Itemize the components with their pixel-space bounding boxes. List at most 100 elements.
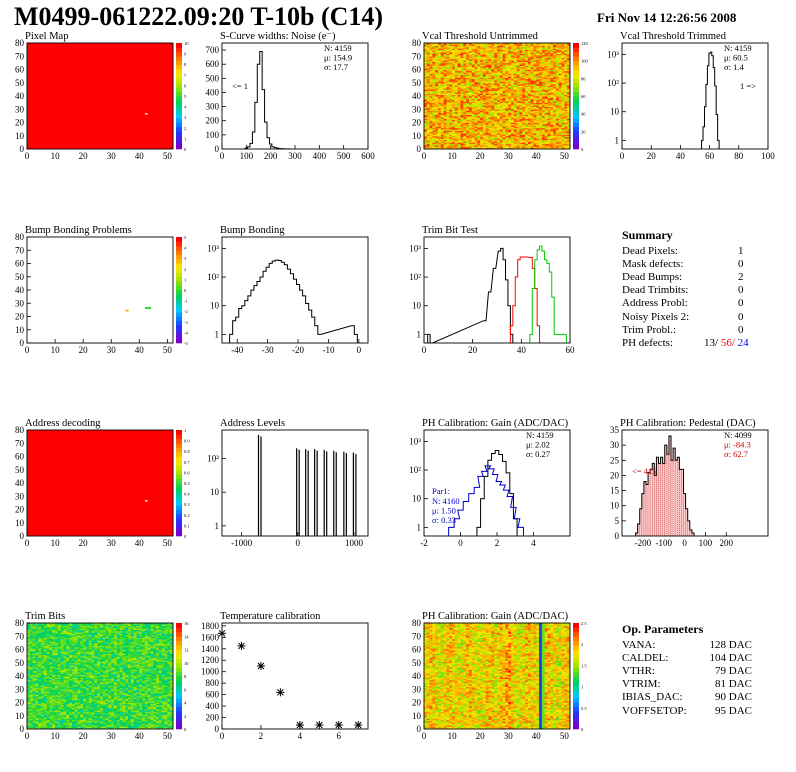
heatmap-cell xyxy=(432,121,436,123)
heatmap-cell xyxy=(477,103,481,106)
heatmap-cell xyxy=(480,69,484,72)
heatmap-cell xyxy=(432,97,436,100)
heatmap-cell xyxy=(29,641,34,644)
heatmap-cell xyxy=(471,125,475,127)
heatmap-cell xyxy=(544,143,548,146)
heatmap-cell xyxy=(513,99,518,102)
heatmap-cell xyxy=(471,133,475,135)
heatmap-cell xyxy=(494,133,498,135)
heatmap-cell xyxy=(443,78,447,81)
heatmap-cell xyxy=(561,60,565,62)
heatmap-cell xyxy=(466,143,470,146)
heatmap-cells xyxy=(27,43,173,149)
heatmap-cell xyxy=(502,97,506,100)
heatmap-cell xyxy=(468,119,473,122)
heatmap-cell xyxy=(466,81,470,84)
heatmap-cell xyxy=(466,72,470,74)
heatmap-cell xyxy=(440,107,445,110)
heatmap-cell xyxy=(452,78,456,81)
heatmap-cell xyxy=(564,106,568,109)
heatmap-cell xyxy=(525,81,529,84)
palette-tick-label: -4 xyxy=(184,330,188,335)
heatmap-cell xyxy=(488,111,492,114)
heatmap-cell xyxy=(497,135,501,138)
heatmap-cell xyxy=(471,102,475,105)
heatmap-cell xyxy=(457,56,461,58)
y-tick-label: 1 xyxy=(215,329,220,339)
heatmap-cell xyxy=(460,125,464,127)
heatmap-cell xyxy=(550,142,554,145)
heatmap-cell xyxy=(435,110,439,113)
heatmap-cell xyxy=(505,93,509,96)
palette-swatch xyxy=(176,91,182,97)
palette-tick-label: 0.9 xyxy=(184,439,190,444)
heatmap-cell xyxy=(558,52,562,54)
heatmap-cell xyxy=(491,107,495,110)
heatmap-cell xyxy=(477,88,481,90)
heatmap-cell xyxy=(544,96,548,98)
heatmap-cell xyxy=(446,44,450,47)
heatmap-cell xyxy=(32,653,36,656)
heatmap-cell xyxy=(429,89,433,92)
heatmap-cell xyxy=(533,69,537,72)
heatmap-cell xyxy=(477,119,481,122)
heatmap-cell xyxy=(460,118,464,121)
heatmap-cell xyxy=(474,74,478,77)
heatmap-cell xyxy=(488,98,492,101)
heatmap-cell xyxy=(480,101,484,104)
heatmap-cell xyxy=(446,131,450,134)
heatmap-cell xyxy=(471,86,475,89)
heatmap-cell xyxy=(527,48,532,51)
heatmap-cell xyxy=(553,64,557,66)
heatmap-cell xyxy=(522,147,526,149)
heatmap-cell xyxy=(482,74,487,77)
heatmap-cell xyxy=(550,107,554,110)
heatmap-cell xyxy=(440,50,445,53)
heatmap-cell xyxy=(466,107,470,110)
heatmap-cell xyxy=(463,48,467,51)
heatmap-cell xyxy=(429,127,433,130)
heatmap-cell xyxy=(558,119,562,122)
heatmap-cell xyxy=(547,45,551,48)
heatmap-cell xyxy=(533,53,537,56)
heatmap-cell xyxy=(508,70,512,73)
heatmap-cell xyxy=(474,88,478,90)
heatmap-cell xyxy=(558,50,562,53)
heatmap-cell xyxy=(511,147,515,149)
heatmap-cell xyxy=(491,123,495,126)
heatmap-cell xyxy=(494,139,498,142)
heatmap-cell xyxy=(544,93,548,96)
heatmap-cell xyxy=(530,131,534,134)
heatmap-cell xyxy=(516,52,520,54)
x-tick-label: 0 xyxy=(25,538,30,548)
heatmap-cell xyxy=(553,89,557,92)
heatmap-cell xyxy=(454,80,459,82)
heatmap-cell xyxy=(424,45,428,48)
heatmap-cell xyxy=(516,82,520,85)
heatmap-cell xyxy=(567,60,570,62)
heatmap-cell xyxy=(555,81,560,84)
heatmap-cell xyxy=(429,70,433,73)
heatmap-cell xyxy=(522,97,526,100)
heatmap-cell xyxy=(536,113,540,115)
heatmap-cell xyxy=(555,125,560,127)
heatmap-cell xyxy=(502,145,506,147)
heatmap-cell xyxy=(533,105,537,107)
heatmap-cell xyxy=(522,88,526,90)
heatmap-cell xyxy=(477,139,481,142)
heatmap-cell xyxy=(539,52,543,54)
heatmap-cell xyxy=(424,81,428,84)
palette-swatch xyxy=(573,104,579,110)
heatmap-cell xyxy=(508,58,512,61)
heatmap-cell xyxy=(564,129,568,131)
heatmap-cell xyxy=(555,69,560,72)
heatmap-cell xyxy=(508,53,512,56)
heatmap-cell xyxy=(541,119,546,122)
heatmap-cell xyxy=(541,126,546,129)
heatmap-cell xyxy=(564,50,568,53)
heatmap-cell xyxy=(446,139,450,142)
palette-swatch xyxy=(573,47,579,53)
heatmap-cell xyxy=(522,125,526,127)
heatmap-cell xyxy=(460,97,464,100)
heatmap-cell xyxy=(547,58,551,61)
